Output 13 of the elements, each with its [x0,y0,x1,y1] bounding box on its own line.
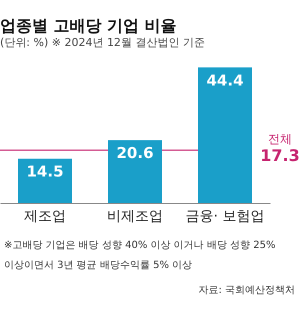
ref-line-label: 전체 [268,132,292,146]
x-tick-label: 금융· 보험업 [186,208,264,224]
text: 자료: 국회예산정책처 [198,285,295,296]
text: 이상이면서 3년 평균 배당수익률 5% 이상 [4,260,192,271]
data-label: 44.4 [206,71,244,90]
x-tick-label: 비제조업 [107,208,163,224]
chart-subtitle: (단위: %) ※ 2024년 12월 결산법인 기준 [0,36,205,49]
text: ※고배당 기업은 배당 성향 40% 이상 이거나 배당 성향 25% [4,240,276,251]
chart-title: 업종별 고배당 기업 비율 [0,16,177,35]
x-tick-label: 제조업 [24,208,66,224]
data-label: 20.6 [116,144,154,162]
text: 17.3 [260,146,300,166]
data-label: 14.5 [26,162,64,181]
